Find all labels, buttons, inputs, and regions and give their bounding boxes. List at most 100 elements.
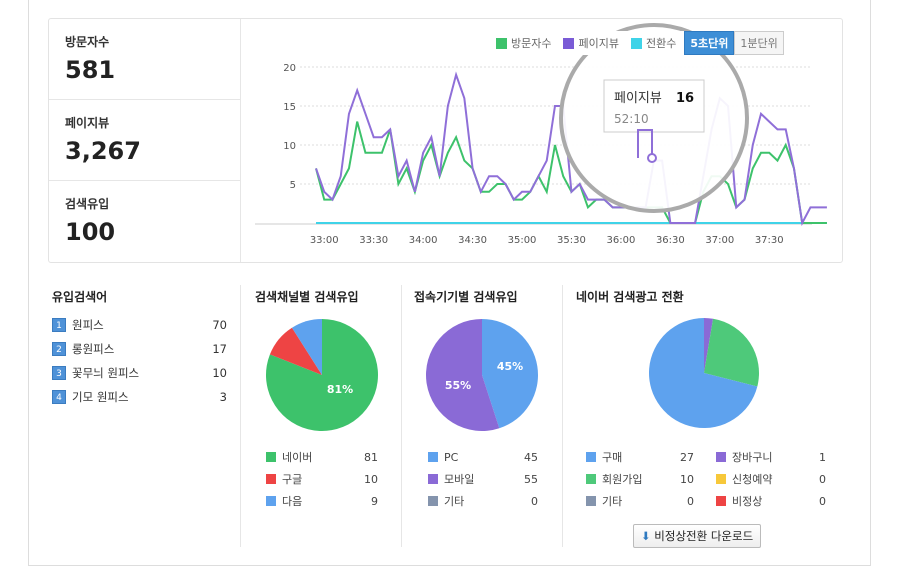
legend-swatch — [428, 474, 438, 484]
x-tick-label: 34:30 — [458, 235, 487, 246]
legend-item[interactable]: 장바구니 1 — [716, 446, 826, 468]
realtime-card: 방문자수 581 페이지뷰 3,267 검색유입 100 — [48, 18, 843, 263]
legend-swatch — [266, 452, 276, 462]
keyword-count: 10 — [212, 366, 227, 380]
legend-value: 10 — [680, 472, 694, 486]
rank-badge: 3 — [52, 366, 66, 380]
legend-visitors[interactable]: 방문자수 — [496, 35, 551, 51]
stats-column: 방문자수 581 페이지뷰 3,267 검색유입 100 — [49, 19, 241, 262]
keyword-item[interactable]: 2 롱원피스 17 — [52, 341, 227, 357]
keywords-section: 유입검색어 1 원피스 70 2 롱원피스 17 3 꽃무늬 원피스 10 4 기모 원피스 3 — [52, 280, 227, 550]
legend-name: 비정상 — [732, 495, 763, 508]
divider — [401, 285, 402, 547]
stat-value: 581 — [65, 56, 116, 84]
y-tick-label: 15 — [283, 102, 296, 113]
legend-item[interactable]: 기타 0 — [428, 490, 538, 512]
legend-item[interactable]: PC 45 — [428, 446, 538, 468]
legend-value: 0 — [687, 494, 694, 508]
legend-item[interactable]: 비정상 0 — [716, 490, 826, 512]
legend-item[interactable]: 다음 9 — [266, 490, 378, 512]
legend-item[interactable]: 구글 10 — [266, 468, 378, 490]
legend-item[interactable]: 신청예약 0 — [716, 468, 826, 490]
stat-pageviews: 페이지뷰 3,267 — [49, 100, 240, 181]
divider — [562, 285, 563, 547]
legend-name: 구매 — [602, 451, 623, 464]
tooltip-label: 페이지뷰 — [614, 91, 662, 106]
legend-value: 0 — [531, 494, 538, 508]
legend-item[interactable]: 네이버 81 — [266, 446, 378, 468]
legend-name: 네이버 — [282, 451, 313, 464]
stat-value: 100 — [65, 218, 116, 246]
legend-value: 0 — [819, 472, 826, 486]
legend-swatch — [716, 496, 726, 506]
legend-label: 페이지뷰 — [578, 37, 619, 50]
legend-value: 27 — [680, 450, 694, 464]
rank-badge: 4 — [52, 390, 66, 404]
naver-ad-title: 네이버 검색광고 전환 — [576, 290, 684, 304]
tooltip-value: 16 — [676, 91, 694, 106]
legend-name: 기타 — [444, 495, 465, 508]
keyword-count: 17 — [212, 342, 227, 356]
legend-conversions[interactable]: 전환수 — [630, 35, 677, 51]
keyword-term: 원피스 — [72, 318, 104, 332]
legend-swatch — [428, 452, 438, 462]
legend-name: 회원가입 — [602, 473, 643, 486]
keyword-count: 70 — [212, 318, 227, 332]
stat-search-inflow: 검색유입 100 — [49, 181, 240, 262]
keyword-item[interactable]: 3 꽃무늬 원피스 10 — [52, 365, 227, 381]
legend-value: 81 — [364, 450, 378, 464]
keyword-item[interactable]: 4 기모 원피스 3 — [52, 389, 227, 405]
legend-value: 1 — [819, 450, 826, 464]
legend-label: 방문자수 — [511, 37, 552, 50]
download-button[interactable]: ⬇ 비정상전환 다운로드 — [633, 524, 762, 548]
line-chart: 5 10 15 20 33:00 33:30 34:00 34:30 35:00 35:30 36:… — [255, 23, 827, 246]
unit-5s-button[interactable]: 5초단위 — [684, 31, 735, 55]
keyword-term: 기모 원피스 — [72, 390, 129, 404]
unit-1m-button[interactable]: 1분단위 — [734, 31, 784, 55]
legend-name: 기타 — [602, 495, 623, 508]
legend-name: 모바일 — [444, 473, 475, 486]
legend-value: 9 — [371, 494, 378, 508]
legend-item[interactable]: 구매 27 — [586, 446, 694, 468]
legend-name: 다음 — [282, 495, 303, 508]
legend-value: 0 — [819, 494, 826, 508]
legend-item[interactable]: 모바일 55 — [428, 468, 538, 490]
keyword-term: 롱원피스 — [72, 342, 115, 356]
keyword-term: 꽃무늬 원피스 — [72, 366, 140, 380]
legend-swatch — [266, 496, 276, 506]
y-tick-label: 10 — [283, 141, 296, 152]
channel-title: 검색채널별 검색유입 — [255, 290, 359, 304]
tooltip-point — [647, 153, 657, 163]
legend-swatch — [496, 37, 507, 49]
keyword-count: 3 — [219, 390, 227, 404]
legend-swatch — [586, 452, 596, 462]
legend-label: 전환수 — [645, 37, 677, 50]
x-tick-label: 37:00 — [705, 235, 734, 246]
legend-swatch — [266, 474, 276, 484]
legend-name: 구글 — [282, 473, 303, 486]
legend-item[interactable]: 기타 0 — [586, 490, 694, 512]
series-line-0 — [315, 71, 827, 227]
x-tick-label: 34:00 — [409, 235, 438, 246]
legend-swatch — [586, 474, 596, 484]
legend-value: 10 — [364, 472, 378, 486]
x-tick-label: 35:30 — [557, 235, 586, 246]
y-tick-label: 5 — [290, 180, 296, 191]
x-tick-label: 35:00 — [508, 235, 537, 246]
stat-label: 방문자수 — [65, 35, 110, 49]
legend-value: 55 — [524, 472, 538, 486]
legend-name: 신청예약 — [732, 473, 773, 486]
rank-badge: 1 — [52, 318, 66, 332]
keyword-item[interactable]: 1 원피스 70 — [52, 317, 227, 333]
x-tick-label: 36:00 — [606, 235, 635, 246]
legend-pageviews[interactable]: 페이지뷰 — [563, 35, 619, 51]
naver-ad-section: 네이버 검색광고 전환 — [576, 280, 836, 550]
stat-label: 페이지뷰 — [65, 116, 110, 130]
legend-swatch — [586, 496, 596, 506]
download-label: 비정상전환 다운로드 — [654, 529, 754, 543]
stat-label: 검색유입 — [65, 197, 110, 211]
x-tick-label: 36:30 — [656, 235, 685, 246]
legend-name: 장바구니 — [732, 451, 773, 464]
stat-value: 3,267 — [65, 137, 141, 165]
legend-item[interactable]: 회원가입 10 — [586, 468, 694, 490]
